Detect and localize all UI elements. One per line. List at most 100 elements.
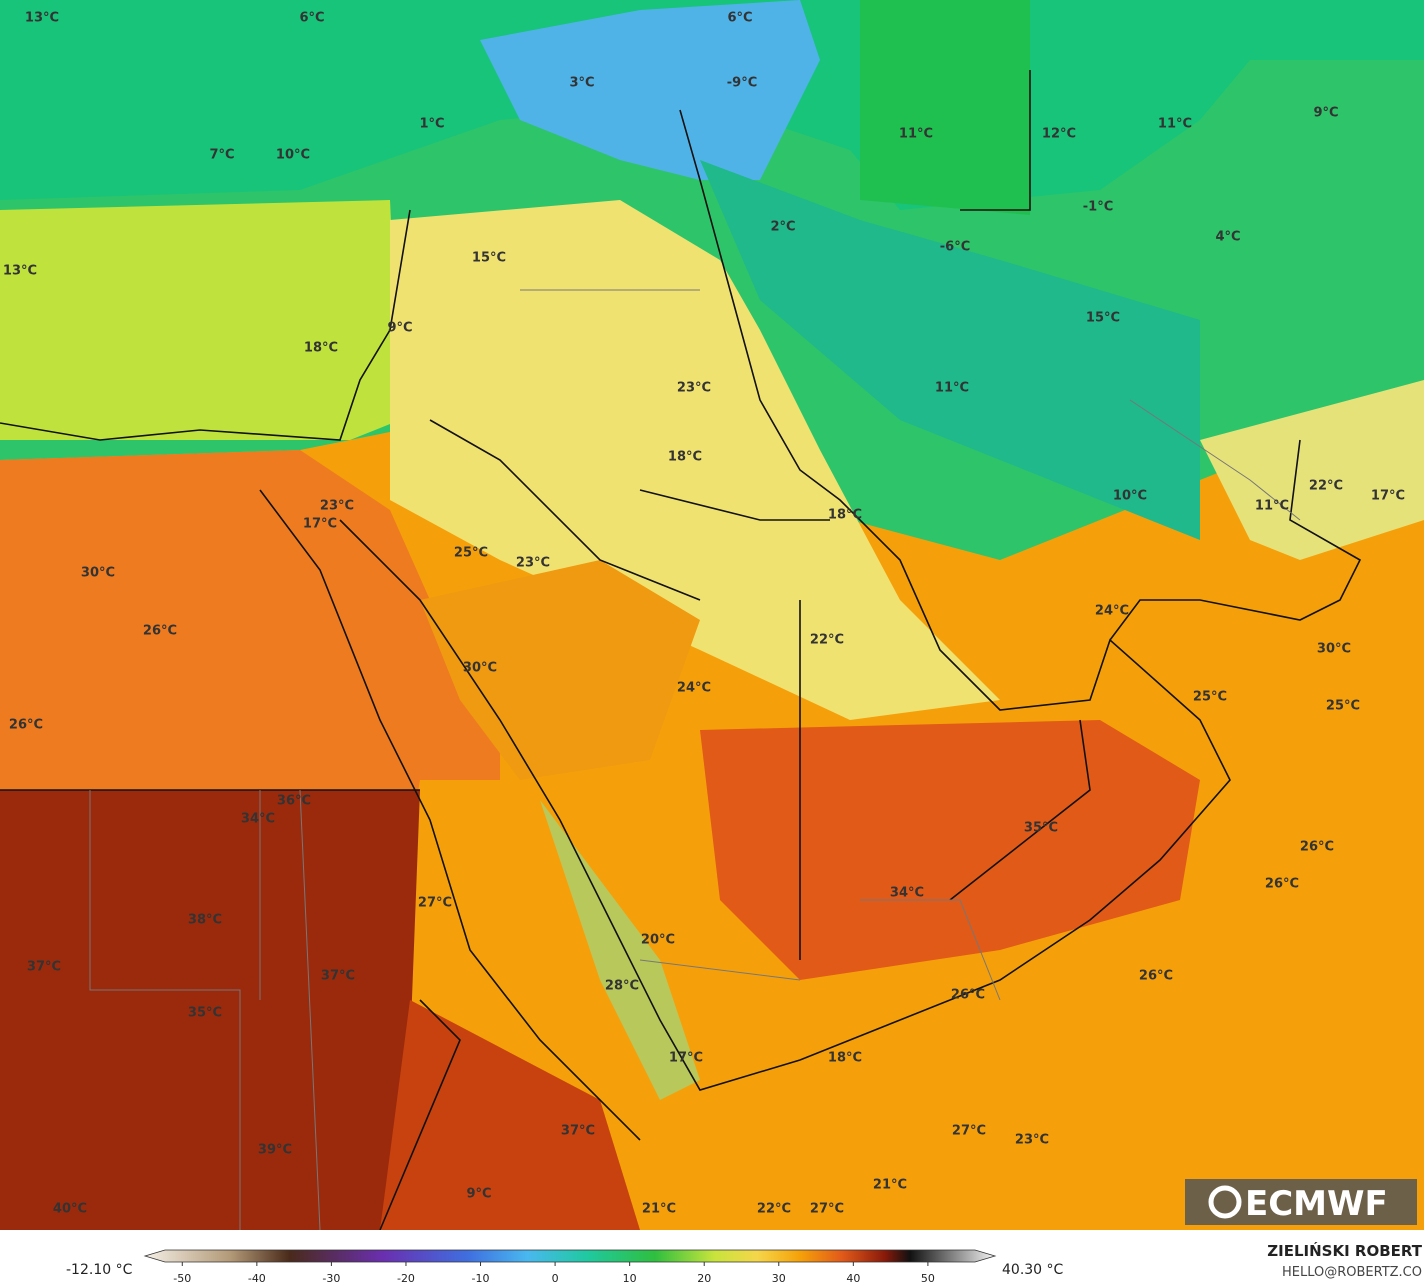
colorbar-tick-label: 50 bbox=[921, 1272, 935, 1285]
temp-label: 3°C bbox=[569, 76, 594, 91]
temp-label: -6°C bbox=[940, 240, 970, 255]
levant-zone bbox=[390, 200, 1000, 720]
ethiopia-zone bbox=[380, 1000, 640, 1230]
colorbar-tick-label: 40 bbox=[846, 1272, 860, 1285]
temp-label: 37°C bbox=[561, 1124, 595, 1139]
temp-label: 30°C bbox=[81, 566, 115, 581]
yemen-highlands bbox=[540, 800, 700, 1100]
temp-label: 18°C bbox=[828, 508, 862, 523]
temp-label: 39°C bbox=[258, 1143, 292, 1158]
temp-label: 27°C bbox=[418, 896, 452, 911]
temp-label: 26°C bbox=[143, 624, 177, 639]
temp-label: 23°C bbox=[677, 381, 711, 396]
north-cool-zone bbox=[0, 0, 1424, 210]
logo-text: ECMWF bbox=[1245, 1184, 1388, 1224]
temp-label: 40°C bbox=[53, 1202, 87, 1217]
temp-label: 37°C bbox=[27, 960, 61, 975]
temp-label: 25°C bbox=[1326, 699, 1360, 714]
temp-label: 9°C bbox=[1313, 106, 1338, 121]
colorbar-tick-label: 0 bbox=[552, 1272, 559, 1285]
temp-label: 15°C bbox=[472, 251, 506, 266]
colorbar-tick-label: -30 bbox=[322, 1272, 340, 1285]
temp-label: 26°C bbox=[9, 718, 43, 733]
colorbar-tick-label: 20 bbox=[697, 1272, 711, 1285]
colorbar-tick-label: -20 bbox=[397, 1272, 415, 1285]
internal-borders bbox=[89, 289, 1301, 1231]
temp-label: 11°C bbox=[1158, 117, 1192, 132]
temp-label: 11°C bbox=[899, 127, 933, 142]
temp-label: 9°C bbox=[387, 321, 412, 336]
pakistan-zone bbox=[1200, 380, 1424, 560]
temp-label: 30°C bbox=[1317, 642, 1351, 657]
temp-label: 36°C bbox=[277, 794, 311, 809]
temp-label: 23°C bbox=[1015, 1133, 1049, 1148]
rub-al-khali-zone bbox=[700, 720, 1200, 980]
egypt-zone bbox=[0, 450, 500, 900]
temp-label: 25°C bbox=[454, 546, 488, 561]
temp-label: 24°C bbox=[677, 681, 711, 696]
credit: ZIELIŃSKI ROBERT bbox=[1267, 1241, 1422, 1260]
temp-label: 35°C bbox=[1024, 821, 1058, 836]
temp-label: 26°C bbox=[1300, 840, 1334, 855]
temp-label: 6°C bbox=[299, 11, 324, 26]
colorbar-tick-label: 10 bbox=[623, 1272, 637, 1285]
colorbar-tick-label: -10 bbox=[472, 1272, 490, 1285]
temp-label: 34°C bbox=[890, 886, 924, 901]
colorbar-tick-label: -40 bbox=[248, 1272, 266, 1285]
temp-label: 13°C bbox=[25, 11, 59, 26]
temp-label: 17°C bbox=[669, 1051, 703, 1066]
temp-label: 10°C bbox=[1113, 489, 1147, 504]
temp-label: 22°C bbox=[757, 1202, 791, 1217]
temp-label: 27°C bbox=[952, 1124, 986, 1139]
temp-label: 26°C bbox=[951, 988, 985, 1003]
temp-label: 7°C bbox=[209, 148, 234, 163]
colorbar-tick-label: -50 bbox=[173, 1272, 191, 1285]
ecmwf-logo: ECMWF bbox=[1185, 1179, 1417, 1225]
temp-label: 20°C bbox=[641, 933, 675, 948]
temp-label: 22°C bbox=[810, 633, 844, 648]
temp-label: 10°C bbox=[276, 148, 310, 163]
temp-label: 23°C bbox=[516, 556, 550, 571]
zagros-zone bbox=[700, 160, 1200, 540]
temp-label: 25°C bbox=[1193, 690, 1227, 705]
temp-label: -1°C bbox=[1083, 200, 1113, 215]
temp-label: 28°C bbox=[605, 979, 639, 994]
temp-label: 11°C bbox=[935, 381, 969, 396]
temp-label: 26°C bbox=[1265, 877, 1299, 892]
logo-icon bbox=[1208, 1185, 1242, 1219]
temp-label: 11°C bbox=[1255, 499, 1289, 514]
colorbar-max: 40.30 °C bbox=[1002, 1262, 1064, 1278]
mediterranean-zone bbox=[0, 200, 400, 440]
colorbar-tick-label: 30 bbox=[772, 1272, 786, 1285]
country-borders bbox=[0, 70, 1362, 1231]
temp-label: 22°C bbox=[1309, 479, 1343, 494]
temp-label: 4°C bbox=[1215, 230, 1240, 245]
temp-label: 26°C bbox=[1139, 969, 1173, 984]
map-area bbox=[0, 0, 1424, 1231]
temp-label: 15°C bbox=[1086, 311, 1120, 326]
temp-label: -9°C bbox=[727, 76, 757, 91]
temperature-labels: 13°C 6°C 6°C 3°C -9°C 1°C 7°C 10°C 11°C 12°C 11°C 9… bbox=[3, 11, 1405, 1217]
temp-label: 35°C bbox=[188, 1006, 222, 1021]
colorbar bbox=[143, 1249, 997, 1263]
temp-label: 38°C bbox=[188, 913, 222, 928]
temp-label: 30°C bbox=[463, 661, 497, 676]
cold-zone bbox=[480, 0, 820, 180]
temp-label: 17°C bbox=[303, 517, 337, 532]
caspian-zone bbox=[860, 0, 1030, 215]
temp-label: 21°C bbox=[642, 1202, 676, 1217]
temp-label: 23°C bbox=[320, 499, 354, 514]
hejaz-zone bbox=[420, 560, 700, 780]
temp-label: 18°C bbox=[304, 341, 338, 356]
email: HELLO@ROBERTZ.CO bbox=[1282, 1265, 1422, 1280]
temp-label: 13°C bbox=[3, 264, 37, 279]
temp-label: 1°C bbox=[419, 117, 444, 132]
temp-label: 24°C bbox=[1095, 604, 1129, 619]
temp-label: 2°C bbox=[770, 220, 795, 235]
temp-label: 18°C bbox=[828, 1051, 862, 1066]
temp-label: 9°C bbox=[466, 1187, 491, 1202]
temp-label: 34°C bbox=[241, 812, 275, 827]
temp-label: 27°C bbox=[810, 1202, 844, 1217]
temp-label: 12°C bbox=[1042, 127, 1076, 142]
